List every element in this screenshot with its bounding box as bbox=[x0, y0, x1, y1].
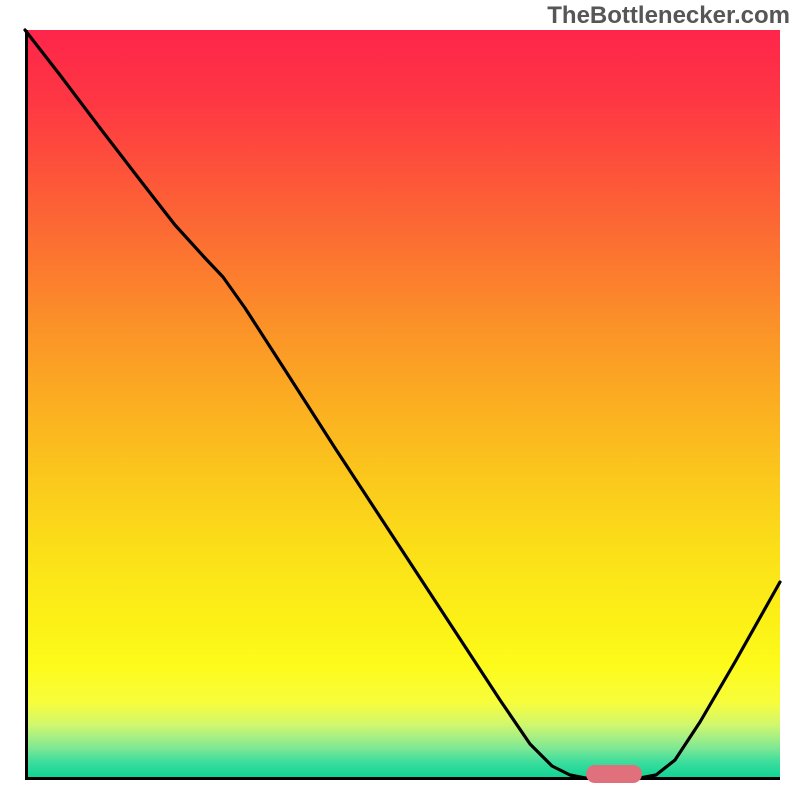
bottleneck-curve bbox=[25, 30, 780, 778]
chart-canvas: TheBottlenecker.com bbox=[0, 0, 800, 800]
optimal-marker bbox=[586, 765, 642, 783]
curve-layer bbox=[0, 0, 800, 800]
